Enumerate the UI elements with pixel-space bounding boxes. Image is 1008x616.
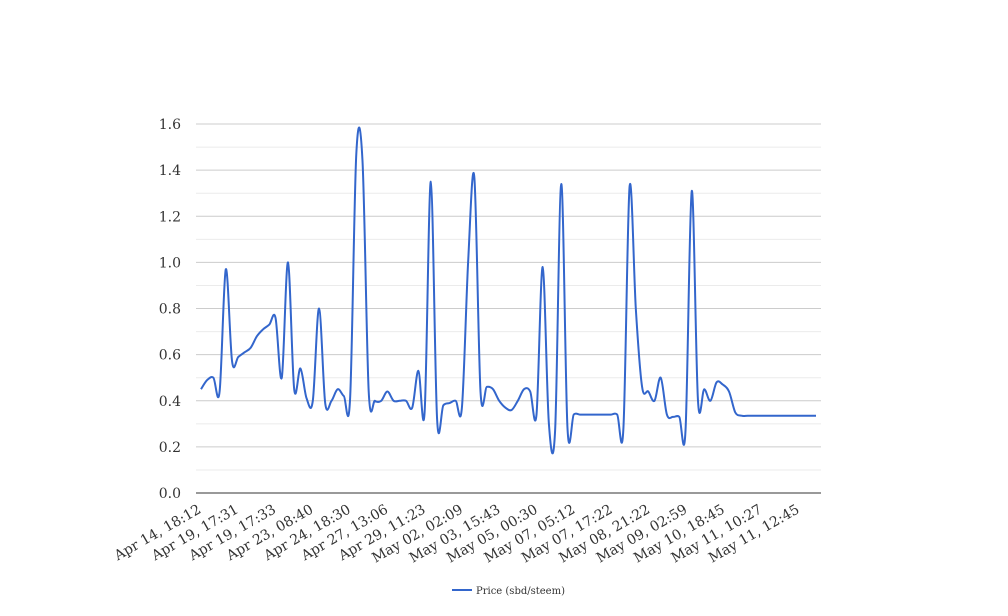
- y-tick-label: 1.0: [159, 255, 181, 271]
- y-axis: 0.0 0.2 0.4 0.6 0.8 1.0 1.2 1.4 1.6: [159, 117, 821, 502]
- legend-label: Price (sbd/steem): [476, 586, 565, 597]
- y-tick-label: 1.2: [159, 209, 181, 225]
- y-tick-label: 1.6: [159, 117, 181, 133]
- y-tick-label: 0.0: [159, 486, 181, 502]
- y-tick-label: 0.8: [159, 302, 181, 318]
- y-tick-label: 0.6: [159, 348, 181, 364]
- plot-area: [200, 126, 816, 455]
- series-line: [200, 126, 816, 455]
- legend: Price (sbd/steem): [452, 586, 565, 597]
- y-tick-label: 1.4: [159, 163, 181, 179]
- y-tick-label: 0.4: [159, 394, 181, 410]
- y-tick-label: 0.2: [159, 440, 181, 456]
- gridlines: [196, 123, 821, 471]
